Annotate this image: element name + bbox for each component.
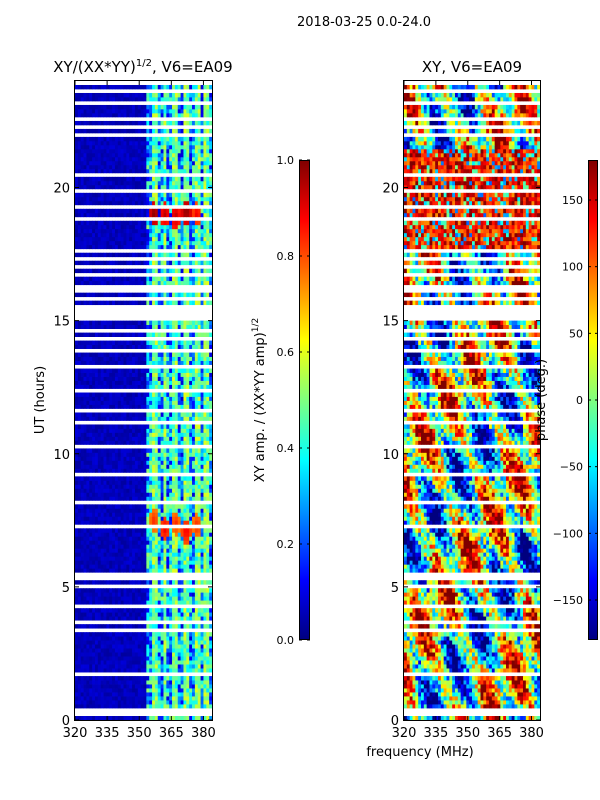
colorbar-tick-label: −50 bbox=[560, 461, 583, 474]
amplitude-plot-frame bbox=[74, 80, 213, 721]
x-tick-label: 350 bbox=[455, 726, 480, 741]
phase-colorbar-ticks: −150 −100 −50 0 50 100 150 bbox=[553, 194, 598, 607]
x-tick-label: 335 bbox=[95, 726, 120, 741]
x-tick-label: 320 bbox=[392, 726, 417, 741]
phase-heatmap bbox=[404, 84, 541, 721]
y-tick-label: 5 bbox=[391, 581, 399, 596]
phase-panel-title: XY, V6=EA09 bbox=[422, 58, 522, 76]
colorbar-tick-label: 0.4 bbox=[277, 442, 295, 455]
phase-panel: XY, V6=EA09 320 335 350 365 380 0 5 10 15 20 bbox=[382, 58, 543, 741]
x-tick-label: 380 bbox=[191, 726, 216, 741]
amplitude-colorbar-gradient bbox=[299, 160, 310, 640]
amplitude-colorbar-ticks: 0.0 0.2 0.4 0.6 0.8 1.0 bbox=[277, 154, 310, 647]
colorbar-tick-label: 100 bbox=[562, 261, 583, 274]
y-tick-label: 15 bbox=[382, 315, 399, 330]
phase-colorbar: −150 −100 −50 0 50 100 150 phase (deg.) bbox=[534, 160, 598, 640]
colorbar-tick-label: 50 bbox=[569, 327, 583, 340]
phase-colorbar-gradient bbox=[588, 160, 598, 640]
colorbar-tick-label: 0.8 bbox=[277, 250, 295, 263]
amplitude-y-axis: 0 5 10 15 20 bbox=[53, 182, 212, 729]
y-tick-label: 10 bbox=[53, 448, 70, 463]
amplitude-panel: XY/(XX*YY)1/2, V6=EA09 320 335 350 365 380 0… bbox=[33, 58, 233, 741]
phase-x-axis: 320 335 350 365 380 bbox=[392, 81, 544, 741]
y-tick-label: 0 bbox=[62, 714, 70, 729]
phase-plot-frame bbox=[403, 80, 541, 721]
ut-axis-label: UT (hours) bbox=[33, 366, 48, 434]
x-tick-label: 365 bbox=[159, 726, 184, 741]
x-tick-label: 350 bbox=[127, 726, 152, 741]
colorbar-tick-label: 0.2 bbox=[277, 538, 295, 551]
amplitude-heatmap bbox=[75, 84, 213, 721]
y-tick-label: 0 bbox=[391, 714, 399, 729]
y-tick-label: 15 bbox=[53, 315, 70, 330]
phase-y-axis: 0 5 10 15 20 bbox=[382, 182, 540, 729]
x-tick-label: 335 bbox=[423, 726, 448, 741]
x-tick-label: 365 bbox=[487, 726, 512, 741]
colorbar-tick-label: 0.0 bbox=[277, 634, 295, 647]
colorbar-tick-label: 1.0 bbox=[277, 154, 295, 167]
y-tick-label: 10 bbox=[382, 448, 399, 463]
frequency-axis-label: frequency (MHz) bbox=[366, 745, 473, 760]
x-tick-label: 320 bbox=[63, 726, 88, 741]
amplitude-panel-title: XY/(XX*YY)1/2, V6=EA09 bbox=[53, 58, 232, 76]
amplitude-colorbar: 0.0 0.2 0.4 0.6 0.8 1.0 XY amp. / (XX*YY amp)… bbox=[251, 154, 310, 647]
colorbar-tick-label: 0 bbox=[576, 394, 583, 407]
phase-colorbar-label: phase (deg.) bbox=[534, 359, 549, 441]
y-tick-label: 20 bbox=[53, 182, 70, 197]
colorbar-tick-label: 150 bbox=[562, 194, 583, 207]
colorbar-tick-label: −100 bbox=[553, 527, 583, 540]
y-tick-label: 20 bbox=[382, 182, 399, 197]
figure-suptitle: 2018-03-25 0.0-24.0 bbox=[297, 15, 431, 30]
amplitude-colorbar-frame bbox=[299, 160, 310, 640]
x-tick-label: 380 bbox=[519, 726, 544, 741]
amplitude-x-axis: 320 335 350 365 380 bbox=[63, 81, 216, 741]
y-tick-label: 5 bbox=[62, 581, 70, 596]
amplitude-colorbar-label: XY amp. / (XX*YY amp)1/2 bbox=[251, 318, 268, 482]
colorbar-tick-label: 0.6 bbox=[277, 346, 295, 359]
colorbar-tick-label: −150 bbox=[553, 594, 583, 607]
